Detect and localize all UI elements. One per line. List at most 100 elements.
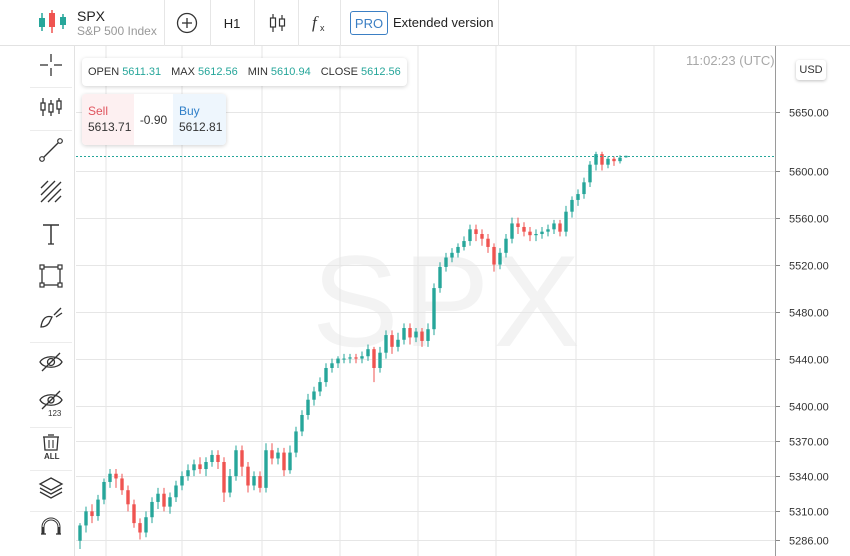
candle-body (426, 329, 430, 341)
y-axis-tick-label: 5520.00 (789, 261, 829, 273)
text-tool-icon (43, 224, 59, 245)
hide-indicators-button[interactable]: 123 (36, 389, 66, 419)
toolbar-divider (498, 0, 499, 46)
hide-indicators-icon: 123 (39, 390, 63, 418)
candle-body (612, 158, 616, 162)
extended-version-link[interactable]: Extended version (393, 15, 494, 30)
candle-body (162, 493, 166, 507)
pro-button[interactable]: PRO (350, 11, 388, 35)
candle-body (414, 331, 418, 338)
candle-type-icon (269, 14, 286, 32)
candlestick-logo-icon (38, 9, 68, 35)
candle-body (492, 246, 496, 265)
y-axis-tick-label: 5340.00 (789, 472, 829, 484)
candle-body (78, 525, 82, 541)
layers-icon (38, 477, 64, 499)
toolbar-divider (30, 427, 72, 428)
drawing-toolbar: 123 ALL (0, 46, 75, 556)
trend-line-icon (39, 138, 63, 162)
buy-button[interactable]: Buy 5612.81 (173, 94, 226, 145)
y-axis-tick-label: 5440.00 (789, 355, 829, 367)
candlestick-chart[interactable]: 5650.00 5600.00 5560.00 5520.00 5480.00 5440.… (76, 46, 850, 556)
bars-tool[interactable] (36, 92, 66, 122)
hide-indicators-label: 123 (48, 409, 62, 418)
candle-body (576, 194, 580, 200)
function-fx-icon: f x (312, 13, 325, 33)
candle-body (432, 288, 436, 330)
max-label: MAX (171, 66, 195, 78)
magnet-button[interactable] (36, 515, 66, 545)
brush-icon (40, 307, 63, 328)
rectangle-tool-icon (39, 264, 63, 288)
open-label: OPEN (88, 66, 120, 78)
candle-body (390, 335, 394, 347)
toolbar-divider (254, 0, 255, 46)
candle-body (534, 234, 538, 236)
candle-body (498, 252, 502, 265)
candle-body (348, 357, 352, 359)
y-axis-tick-label: 5560.00 (789, 214, 829, 226)
sell-price: 5613.71 (88, 120, 132, 134)
candle-body (132, 504, 136, 524)
chart-clock: 11:02:23 (UTC) (686, 53, 775, 68)
brush-tool[interactable] (36, 303, 66, 333)
candle-body (564, 211, 568, 232)
trend-line-tool[interactable] (36, 135, 66, 165)
symbol-ticker[interactable]: SPX (77, 8, 106, 24)
chart-type-button[interactable] (264, 8, 292, 38)
price-change: -0.90 (139, 112, 168, 127)
buy-label: Buy (179, 104, 200, 118)
text-tool[interactable] (36, 219, 66, 249)
candle-body (588, 164, 592, 183)
candle-body (618, 157, 622, 162)
candle-body (258, 476, 262, 488)
toolbar-divider (164, 0, 165, 46)
delete-all-label: ALL (44, 452, 60, 460)
candle-body (150, 501, 154, 518)
candle-body (276, 452, 280, 459)
candle-body (552, 223, 556, 230)
candle-body (474, 229, 478, 235)
delete-all-button[interactable]: ALL (36, 432, 66, 462)
hide-drawings-icon (39, 352, 63, 372)
candle-body (282, 452, 286, 471)
trade-panel: Sell 5613.71 -0.90 Buy 5612.81 (82, 94, 226, 145)
candle-body (204, 461, 208, 470)
sell-label: Sell (88, 104, 109, 118)
fibonacci-tool[interactable] (36, 177, 66, 207)
price-chart[interactable]: SPX 5650.00 5600.00 5560.00 5520.00 5480.00 5… (76, 46, 850, 556)
candle-body (570, 199, 574, 212)
toolbar-divider (340, 0, 341, 46)
y-axis-tick-label: 5650.00 (789, 108, 829, 120)
candle-body (156, 493, 160, 502)
crosshair-icon (40, 54, 62, 76)
buy-price: 5612.81 (179, 120, 223, 134)
toolbar-divider (30, 130, 72, 131)
crosshair-tool[interactable] (36, 50, 66, 80)
candle-body (558, 223, 562, 232)
candle-body (330, 363, 334, 368)
y-axis-tick-label: 5310.00 (789, 507, 829, 519)
timeframe-button[interactable]: H1 (223, 15, 241, 31)
candle-body (198, 464, 202, 470)
currency-badge[interactable]: USD (796, 60, 826, 80)
min-label: MIN (247, 66, 268, 78)
candle-body (300, 414, 304, 432)
layers-button[interactable] (36, 473, 66, 503)
sell-button[interactable]: Sell 5613.71 (82, 94, 134, 145)
candle-body (402, 328, 406, 340)
candle-body (216, 454, 220, 462)
candle-body (594, 154, 598, 165)
candle-body (270, 450, 274, 459)
rectangle-tool[interactable] (36, 261, 66, 291)
ohlc-panel: OPEN 5611.31 MAX 5612.56 MIN 5610.94 CLO… (82, 58, 407, 86)
candle-body (480, 234, 484, 239)
candle-body (546, 229, 550, 232)
add-symbol-button[interactable] (172, 8, 202, 38)
symbol-name: S&P 500 Index (77, 24, 157, 38)
indicators-button[interactable]: f x (306, 8, 334, 38)
candle-body (504, 238, 508, 253)
candle-body (114, 473, 118, 479)
hide-drawings-button[interactable] (36, 347, 66, 377)
